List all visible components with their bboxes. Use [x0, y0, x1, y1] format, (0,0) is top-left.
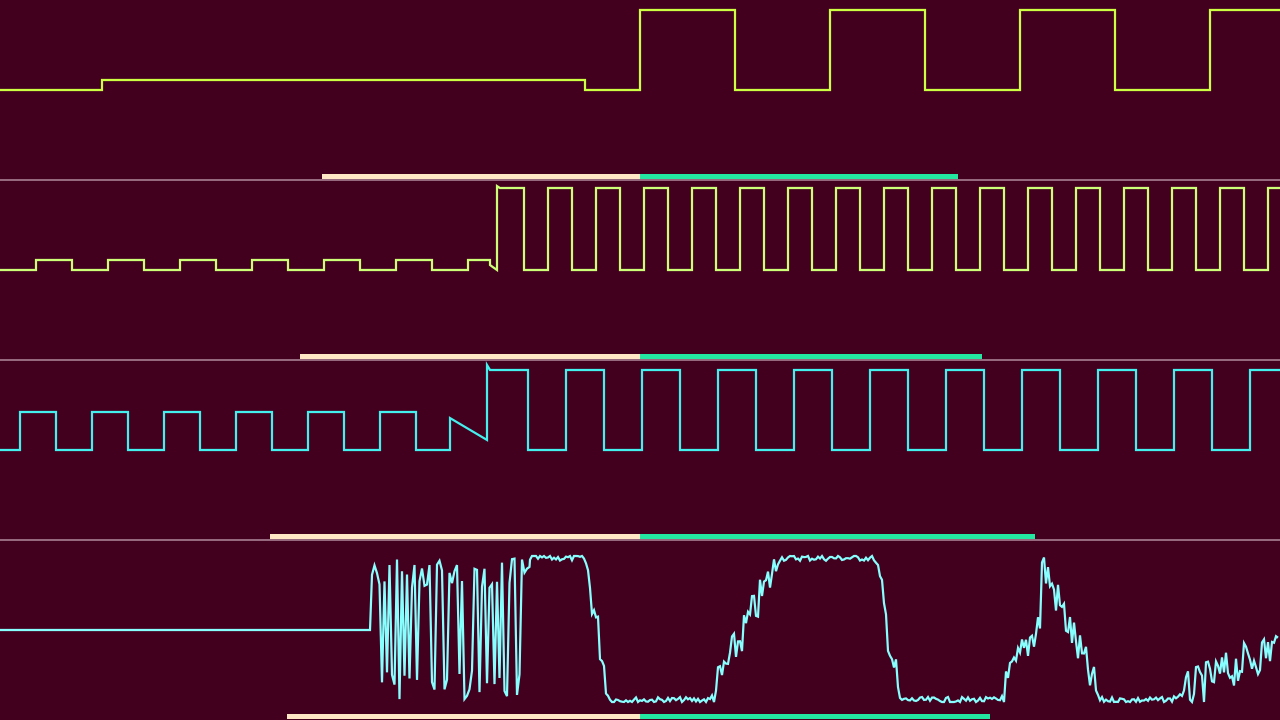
channel-3-progress-past — [270, 534, 640, 539]
channel-4-waveform — [0, 554, 1279, 705]
channel-2-progress-past — [300, 354, 640, 359]
channel-4-progress-past — [287, 714, 640, 719]
channel-2-waveform — [0, 183, 1280, 273]
channel-4-progress-future — [640, 714, 990, 719]
channel-1-progress-past — [322, 174, 640, 179]
channel-1-progress-future — [640, 174, 958, 179]
channel-3-progress-future — [640, 534, 1035, 539]
channel-2-progress-future — [640, 354, 982, 359]
channel-1-waveform — [0, 8, 1280, 92]
channel-3-waveform — [0, 361, 1280, 452]
